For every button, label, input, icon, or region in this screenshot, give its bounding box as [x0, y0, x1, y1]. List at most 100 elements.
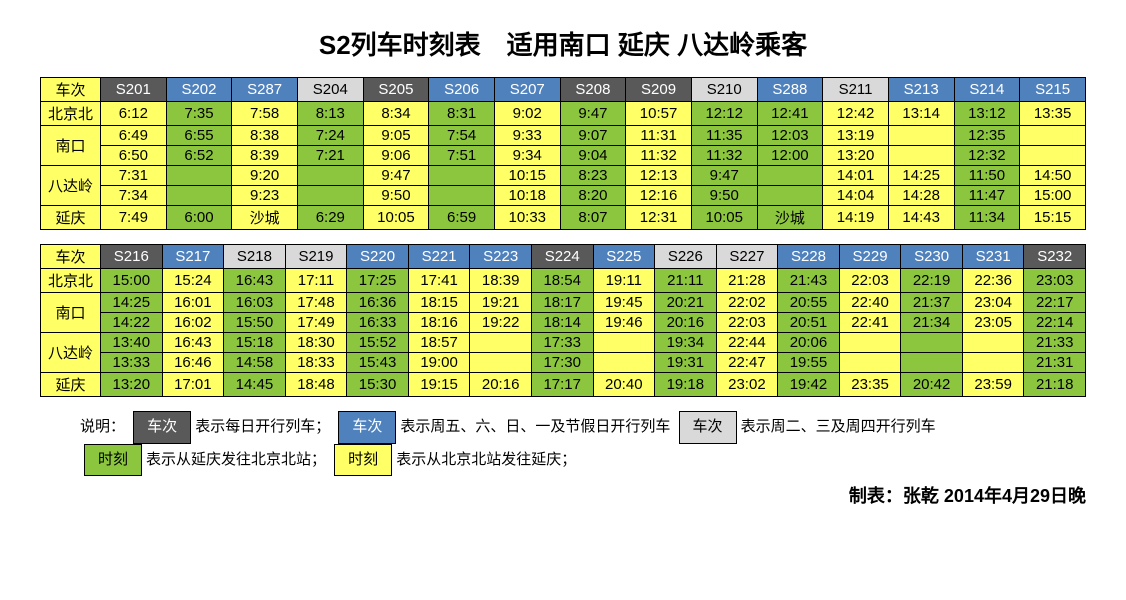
time-cell: 21:33 — [1024, 333, 1086, 353]
time-cell — [297, 186, 363, 206]
time-cell: 7:31 — [101, 166, 167, 186]
time-cell: 20:06 — [778, 333, 840, 353]
train-header: S219 — [285, 245, 347, 269]
time-cell: 15:00 — [101, 269, 163, 293]
time-cell: 23:03 — [1024, 269, 1086, 293]
time-cell: 23:59 — [962, 373, 1024, 397]
time-cell: 18:14 — [531, 313, 593, 333]
train-header: S215 — [1020, 78, 1086, 102]
time-cell: 14:43 — [888, 206, 954, 230]
time-cell: 13:14 — [888, 102, 954, 126]
time-cell: 20:42 — [901, 373, 963, 397]
time-cell: 23:02 — [716, 373, 778, 397]
time-cell — [166, 186, 232, 206]
time-cell: 16:43 — [224, 269, 286, 293]
time-cell: 沙城 — [232, 206, 298, 230]
time-cell: 19:18 — [655, 373, 717, 397]
train-header: S230 — [901, 245, 963, 269]
legend-text: 表示从北京北站发往延庆； — [396, 451, 576, 468]
time-cell: 沙城 — [757, 206, 823, 230]
time-cell: 6:12 — [101, 102, 167, 126]
timetable: 车次S201S202S287S204S205S206S207S208S209S2… — [40, 77, 1086, 230]
time-cell: 22:41 — [839, 313, 901, 333]
time-cell: 14:04 — [823, 186, 889, 206]
legend-text: 表示从延庆发往北京北站； — [146, 451, 326, 468]
train-header: S217 — [162, 245, 224, 269]
legend-chip: 车次 — [679, 411, 737, 444]
time-cell: 12:03 — [757, 126, 823, 146]
train-header: S288 — [757, 78, 823, 102]
row-label: 延庆 — [41, 206, 101, 230]
train-header: S220 — [347, 245, 409, 269]
time-cell: 10:57 — [626, 102, 692, 126]
time-cell: 19:21 — [470, 293, 532, 313]
train-header: S226 — [655, 245, 717, 269]
time-cell: 8:20 — [560, 186, 626, 206]
time-cell: 21:31 — [1024, 353, 1086, 373]
time-cell: 15:52 — [347, 333, 409, 353]
time-cell — [839, 333, 901, 353]
time-cell: 18:15 — [408, 293, 470, 313]
time-cell: 20:16 — [655, 313, 717, 333]
time-cell: 17:17 — [531, 373, 593, 397]
train-header: S213 — [888, 78, 954, 102]
time-cell: 15:15 — [1020, 206, 1086, 230]
time-cell — [1020, 146, 1086, 166]
train-header: S209 — [626, 78, 692, 102]
time-cell: 16:01 — [162, 293, 224, 313]
time-cell: 17:01 — [162, 373, 224, 397]
time-cell: 19:15 — [408, 373, 470, 397]
train-header: S204 — [297, 78, 363, 102]
time-cell: 13:35 — [1020, 102, 1086, 126]
time-cell: 20:16 — [470, 373, 532, 397]
time-cell: 20:21 — [655, 293, 717, 313]
legend-text: 表示每日开行列车； — [195, 418, 330, 435]
time-cell: 12:42 — [823, 102, 889, 126]
time-cell: 9:47 — [560, 102, 626, 126]
time-cell: 16:02 — [162, 313, 224, 333]
time-cell: 10:05 — [691, 206, 757, 230]
time-cell: 8:07 — [560, 206, 626, 230]
time-cell: 9:33 — [494, 126, 560, 146]
time-cell: 17:30 — [531, 353, 593, 373]
time-cell: 22:44 — [716, 333, 778, 353]
time-cell: 11:50 — [954, 166, 1020, 186]
time-cell: 19:34 — [655, 333, 717, 353]
time-cell: 11:34 — [954, 206, 1020, 230]
row-label: 南口 — [41, 293, 101, 333]
timetable-container: 车次S201S202S287S204S205S206S207S208S209S2… — [40, 77, 1086, 397]
train-header: S225 — [593, 245, 655, 269]
time-cell: 18:48 — [285, 373, 347, 397]
time-cell: 17:41 — [408, 269, 470, 293]
time-cell: 6:52 — [166, 146, 232, 166]
time-cell: 21:43 — [778, 269, 840, 293]
time-cell: 17:49 — [285, 313, 347, 333]
train-header: S211 — [823, 78, 889, 102]
time-cell: 23:05 — [962, 313, 1024, 333]
train-header: S207 — [494, 78, 560, 102]
time-cell: 12:00 — [757, 146, 823, 166]
time-cell: 16:33 — [347, 313, 409, 333]
time-cell: 19:55 — [778, 353, 840, 373]
time-cell: 12:13 — [626, 166, 692, 186]
legend-chip: 车次 — [133, 411, 191, 444]
time-cell: 14:25 — [101, 293, 163, 313]
time-cell: 21:37 — [901, 293, 963, 313]
time-cell: 23:35 — [839, 373, 901, 397]
time-cell: 11:31 — [626, 126, 692, 146]
time-cell: 9:02 — [494, 102, 560, 126]
train-header: S287 — [232, 78, 298, 102]
time-cell: 13:20 — [101, 373, 163, 397]
time-cell: 7:21 — [297, 146, 363, 166]
time-cell: 22:03 — [839, 269, 901, 293]
time-cell: 11:47 — [954, 186, 1020, 206]
time-cell — [429, 166, 495, 186]
time-cell: 16:46 — [162, 353, 224, 373]
time-cell — [839, 353, 901, 373]
time-cell: 20:55 — [778, 293, 840, 313]
time-cell: 13:20 — [823, 146, 889, 166]
row-label: 北京北 — [41, 102, 101, 126]
time-cell: 9:06 — [363, 146, 429, 166]
legend-chip: 时刻 — [334, 444, 392, 477]
time-cell: 11:32 — [626, 146, 692, 166]
